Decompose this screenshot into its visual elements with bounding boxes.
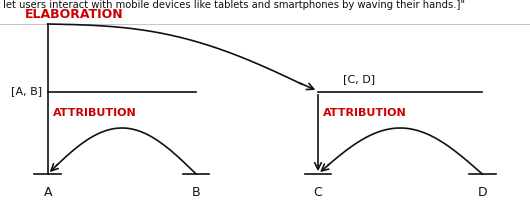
Text: [A, B]: [A, B]: [11, 86, 42, 96]
Text: ATTRIBUTION: ATTRIBUTION: [323, 108, 407, 118]
Text: C: C: [314, 186, 322, 199]
Text: ATTRIBUTION: ATTRIBUTION: [53, 108, 137, 118]
Text: B: B: [192, 186, 200, 199]
Text: ELABORATION: ELABORATION: [25, 8, 123, 21]
Text: D: D: [478, 186, 487, 199]
Text: let users interact with mobile devices like tablets and smartphones by waving th: let users interact with mobile devices l…: [3, 0, 465, 10]
Text: A: A: [43, 186, 52, 199]
Text: [C, D]: [C, D]: [343, 74, 375, 84]
